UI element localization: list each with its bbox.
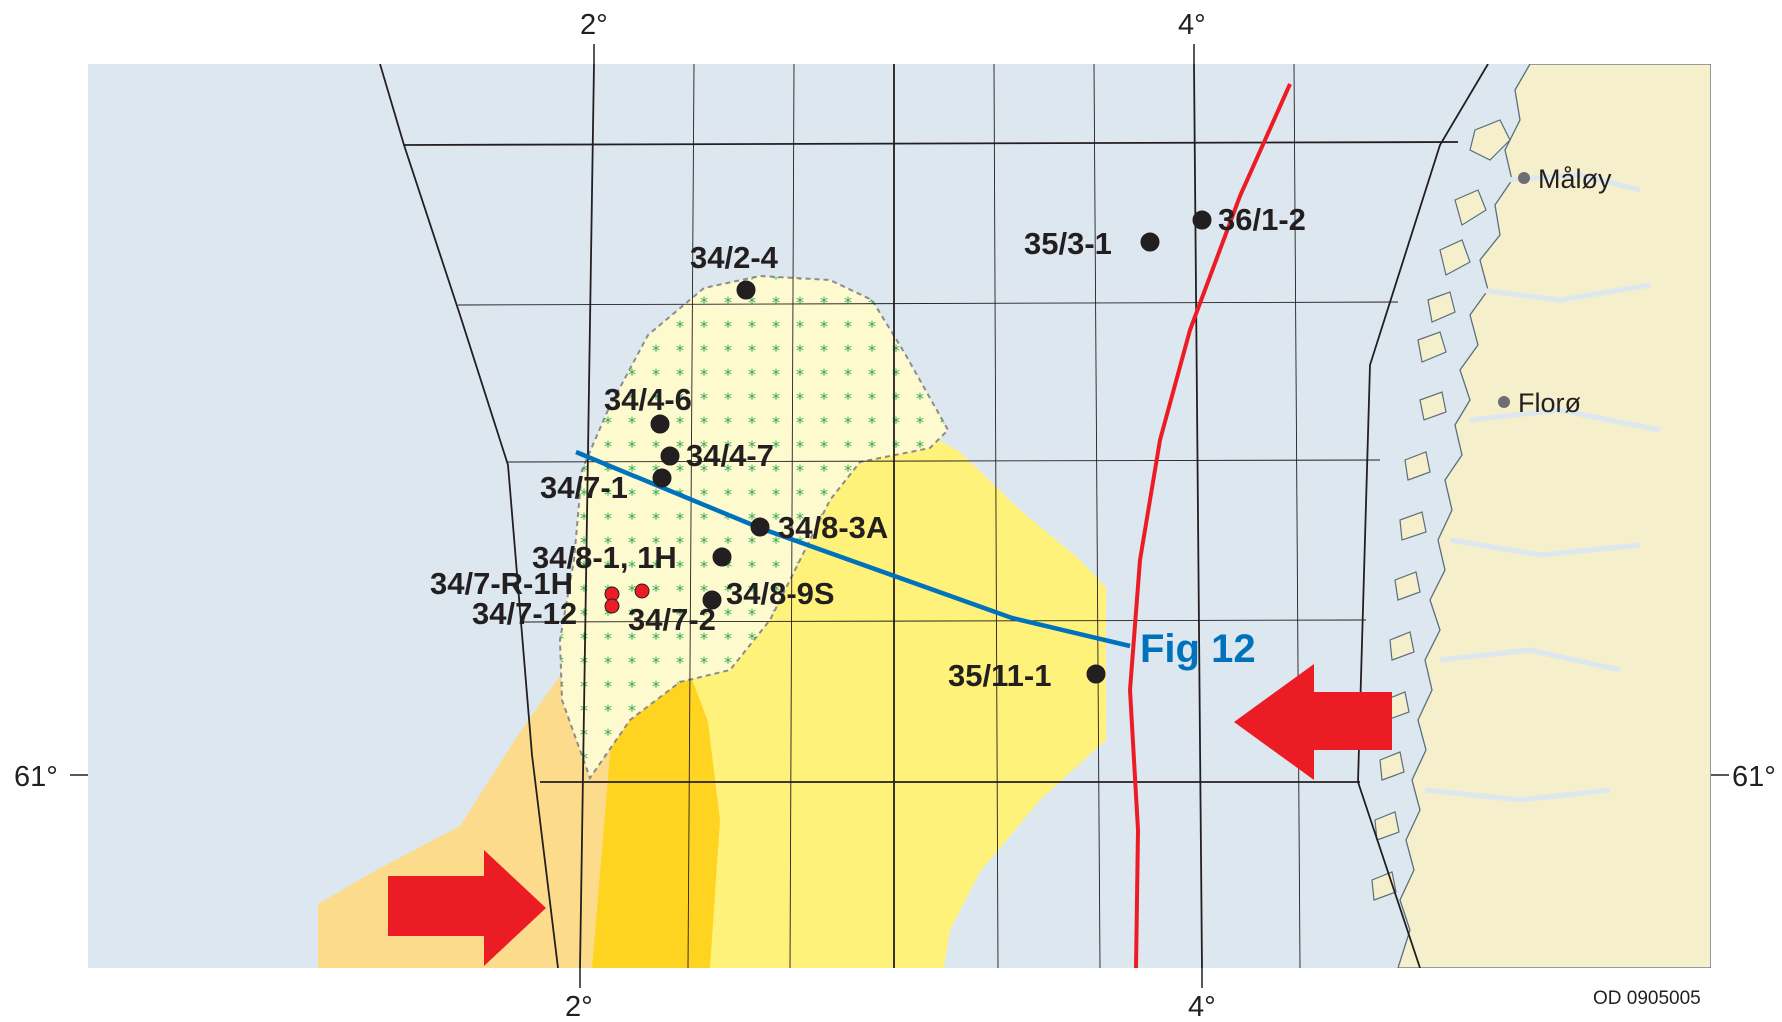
well-dot-34-7-1	[652, 468, 672, 488]
well-dot-35-3-1	[1140, 232, 1160, 252]
lon-label-top-right: 4°	[1178, 9, 1206, 41]
town-dot-maloy	[1518, 172, 1530, 184]
well-dot-34-8-3a	[750, 517, 770, 537]
well-dot-36-1-2	[1192, 210, 1212, 230]
well-label-36-1-2: 36/1-2	[1218, 202, 1306, 237]
lat-label-right: 61°	[1732, 761, 1776, 793]
well-dot-34-4-6	[650, 414, 670, 434]
well-dot-35-11-1	[1086, 664, 1106, 684]
profile-line-fig12	[575, 449, 1131, 649]
town-dot-floro	[1498, 396, 1510, 408]
well-label-34-7-1: 34/7-1	[540, 470, 628, 505]
well-label-34-8-9s: 34/8-9S	[726, 576, 835, 611]
well-dot-34-7-12	[604, 598, 620, 614]
block-grid	[379, 64, 1489, 968]
well-dot-34-8-1-1h	[712, 547, 732, 567]
well-label-34-7-12: 34/7-12	[472, 596, 577, 631]
profile-label: Fig 12	[1140, 627, 1256, 671]
town-label-floro: Florø	[1518, 388, 1581, 418]
well-dot-34-2-4	[736, 280, 756, 300]
light-yellow-region	[610, 418, 1106, 968]
well-label-34-8-1-1h: 34/8-1, 1H	[532, 540, 677, 575]
well-dot-34-7-2-red	[634, 583, 650, 599]
well-dot-34-4-7	[660, 446, 680, 466]
lon-label-bottom-left: 2°	[565, 991, 593, 1022]
well-label-35-3-1: 35/3-1	[1024, 226, 1112, 261]
fjords	[1424, 172, 1661, 803]
lon-label-bottom-right: 4°	[1188, 991, 1216, 1022]
source-code: OD 0905005	[1593, 988, 1701, 1009]
coastal-islands	[1371, 119, 1511, 901]
well-label-34-4-6: 34/4-6	[604, 382, 692, 417]
well-label-34-7-2: 34/7-2	[628, 602, 716, 637]
deep-yellow-region	[592, 650, 720, 968]
arrow-from-east	[1234, 664, 1392, 780]
well-label-34-8-3a: 34/8-3A	[778, 510, 888, 545]
lon-label-top-left: 2°	[580, 9, 608, 41]
well-dots	[604, 210, 1212, 684]
arrow-from-west	[388, 850, 546, 966]
town-label-maloy: Måløy	[1538, 164, 1612, 194]
lat-label-left: 61°	[14, 761, 58, 793]
well-label-34-4-7: 34/4-7	[686, 438, 774, 473]
well-label-35-11-1: 35/11-1	[948, 658, 1051, 693]
well-dot-34-8-9s	[702, 590, 722, 610]
red-boundary-line	[1127, 83, 1292, 969]
well-label-34-7-r-1h: 34/7-R-1H	[430, 566, 573, 601]
well-label-34-2-4: 34/2-4	[690, 240, 779, 275]
